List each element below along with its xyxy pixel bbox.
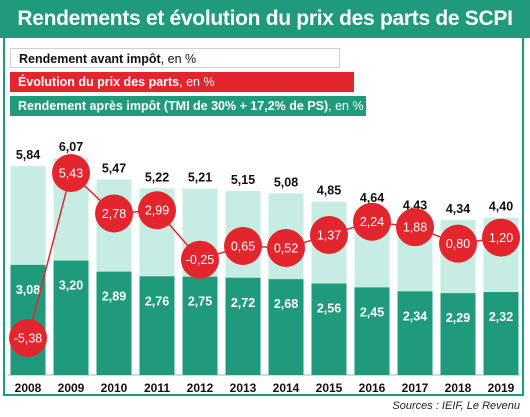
label-before-tax-2018: 4,34 (446, 202, 470, 216)
bar-after-tax-2017 (397, 291, 433, 375)
point-price-change-2009 (52, 154, 90, 192)
point-price-change-2018 (439, 224, 477, 263)
chart-frame (3, 38, 524, 396)
x-tick-2014: 2014 (273, 381, 300, 395)
point-price-change-2015 (310, 215, 348, 254)
label-after-tax-2014: 2,68 (274, 297, 298, 311)
point-price-change-2013 (224, 226, 262, 265)
label-after-tax-2016: 2,45 (360, 305, 384, 319)
label-after-tax-2010: 2,89 (102, 290, 126, 304)
legend-price-change-label: Évolution du prix des parts (18, 75, 180, 89)
x-tick-2017: 2017 (402, 381, 429, 395)
label-price-change-2019: 1,20 (489, 231, 513, 245)
legend-after-tax-unit: , en % (328, 99, 364, 113)
bar-after-tax-2011 (139, 276, 175, 375)
bar-after-tax-2009 (53, 260, 89, 375)
point-price-change-2017 (396, 208, 434, 247)
label-price-change-2014: 0,52 (274, 241, 298, 255)
label-price-change-2008: -5,38 (14, 332, 43, 346)
bar-after-tax-2010 (96, 271, 132, 375)
label-before-tax-2013: 5,15 (231, 173, 255, 187)
label-after-tax-2013: 2,72 (231, 296, 255, 310)
x-tick-2018: 2018 (445, 381, 472, 395)
bar-after-tax-2013 (225, 277, 261, 375)
label-after-tax-2008: 3,08 (16, 283, 40, 297)
x-tick-2011: 2011 (144, 381, 170, 395)
label-price-change-2016: 2,24 (360, 215, 384, 229)
legend-after-tax: Rendement après impôt (TMI de 30% + 17,2… (10, 96, 366, 116)
bar-after-tax-2018 (440, 293, 476, 375)
label-after-tax-2015: 2,56 (317, 301, 341, 315)
bar-after-tax-2014 (268, 279, 304, 375)
label-price-change-2017: 1,88 (403, 221, 427, 235)
legend-after-tax-label: Rendement après impôt (TMI de 30% + 17,2… (18, 99, 329, 113)
label-price-change-2012: -0,25 (186, 253, 215, 267)
label-after-tax-2017: 2,34 (403, 309, 427, 323)
label-price-change-2009: 5,43 (59, 167, 83, 181)
label-price-change-2013: 0,65 (231, 239, 255, 253)
x-tick-2016: 2016 (359, 381, 386, 395)
legend-price-change-unit: , en % (179, 75, 215, 89)
label-before-tax-2012: 5,21 (188, 171, 212, 185)
label-after-tax-2009: 3,20 (59, 279, 83, 293)
x-tick-2013: 2013 (230, 381, 257, 395)
source-note: Sources : IEIF, Le Revenu (392, 400, 520, 412)
point-price-change-2011 (138, 191, 176, 230)
label-after-tax-2018: 2,29 (446, 311, 470, 325)
legend-before-tax-unit: , en % (160, 52, 197, 66)
bar-after-tax-2015 (311, 283, 347, 375)
legend-price-change: Évolution du prix des parts, en % (10, 72, 354, 92)
label-before-tax-2015: 4,85 (317, 184, 341, 198)
point-price-change-2010 (95, 194, 133, 233)
label-after-tax-2019: 2,32 (489, 310, 513, 324)
label-price-change-2018: 0,80 (446, 237, 470, 251)
point-price-change-2016 (353, 202, 391, 241)
label-before-tax-2019: 4,40 (489, 200, 513, 214)
x-tick-2019: 2019 (488, 381, 515, 395)
label-before-tax-2008: 5,84 (16, 148, 40, 162)
label-before-tax-2011: 5,22 (145, 170, 169, 184)
legend-before-tax: Rendement avant impôt, en % (10, 48, 340, 68)
chart-title: Rendements et évolution du prix des part… (0, 0, 530, 38)
legend-before-tax-label: Rendement avant impôt (19, 52, 161, 66)
label-before-tax-2014: 5,08 (274, 175, 298, 189)
label-before-tax-2017: 4,43 (403, 199, 427, 213)
bar-after-tax-2019 (483, 292, 519, 375)
x-tick-2009: 2009 (58, 381, 85, 395)
label-before-tax-2016: 4,64 (360, 191, 384, 205)
point-price-change-2014 (267, 228, 305, 267)
bar-after-tax-2016 (354, 287, 390, 375)
bar-after-tax-2012 (182, 276, 218, 375)
label-price-change-2011: 2,99 (145, 204, 169, 218)
label-price-change-2015: 1,37 (317, 228, 341, 242)
label-before-tax-2009: 6,07 (59, 140, 83, 154)
x-tick-2012: 2012 (187, 381, 214, 395)
label-after-tax-2012: 2,75 (188, 295, 212, 309)
x-tick-2015: 2015 (316, 381, 343, 395)
point-price-change-2012 (181, 240, 219, 279)
x-tick-2010: 2010 (101, 381, 128, 395)
label-before-tax-2010: 5,47 (102, 161, 126, 175)
label-price-change-2010: 2,78 (102, 207, 126, 221)
point-price-change-2008 (9, 319, 47, 357)
point-price-change-2019 (482, 218, 520, 257)
x-tick-2008: 2008 (15, 381, 42, 395)
label-after-tax-2011: 2,76 (145, 294, 169, 308)
